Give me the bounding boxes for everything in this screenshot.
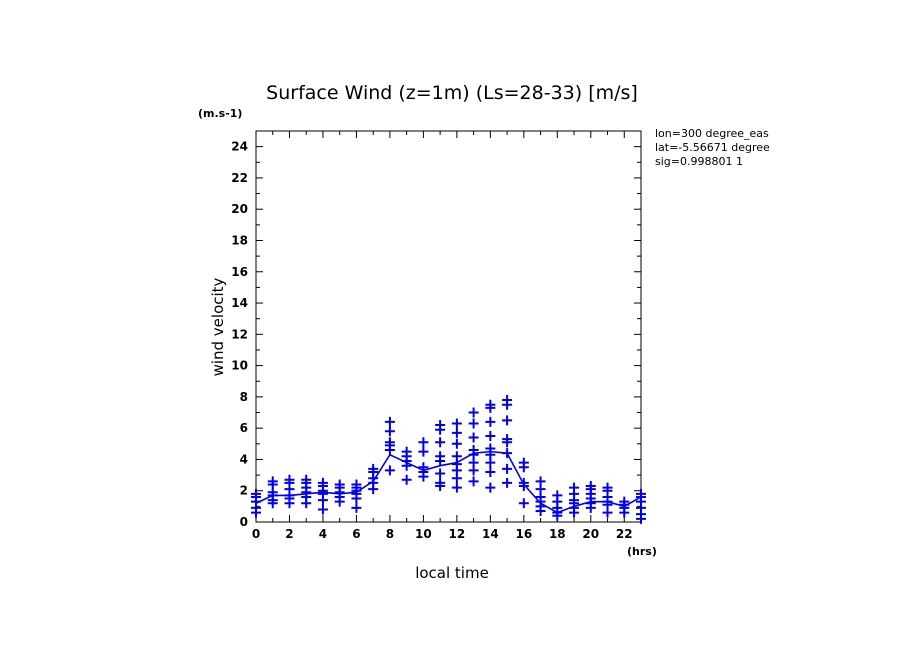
data-point	[401, 446, 412, 457]
data-point	[552, 490, 563, 501]
x-tick-label: 16	[515, 527, 532, 541]
data-point	[502, 477, 513, 488]
data-point	[384, 426, 395, 437]
data-point	[451, 451, 462, 462]
chart-title: Surface Wind (z=1m) (Ls=28-33) [m/s]	[266, 82, 638, 104]
data-point	[502, 395, 513, 406]
y-tick-label: 22	[231, 171, 248, 185]
y-tick-label: 10	[231, 359, 248, 373]
x-tick-label: 0	[252, 527, 260, 541]
data-point	[351, 479, 362, 490]
y-tick-label: 6	[240, 421, 248, 435]
data-point	[485, 482, 496, 493]
data-point	[502, 463, 513, 474]
data-point	[485, 466, 496, 477]
x-tick-label: 12	[449, 527, 466, 541]
x-unit-label: (hrs)	[627, 545, 657, 558]
data-point	[401, 474, 412, 485]
data-point	[451, 438, 462, 449]
y-tick-label: 14	[231, 296, 248, 310]
data-point	[451, 427, 462, 438]
data-point	[418, 446, 429, 457]
data-point	[435, 420, 446, 431]
y-tick-label: 0	[240, 515, 248, 529]
data-point	[518, 498, 529, 509]
data-point	[485, 399, 496, 410]
data-point	[435, 468, 446, 479]
data-point	[451, 418, 462, 429]
data-point	[435, 451, 446, 462]
data-point	[384, 465, 395, 476]
data-point	[284, 474, 295, 485]
data-point	[502, 415, 513, 426]
x-tick-label: 18	[549, 527, 566, 541]
data-point	[384, 437, 395, 448]
data-point	[585, 481, 596, 492]
info-lon: lon=300 degree_eas	[655, 127, 769, 140]
data-point	[619, 496, 630, 507]
y-tick-label: 18	[231, 233, 248, 247]
data-point	[317, 504, 328, 515]
x-tick-label: 8	[386, 527, 394, 541]
data-point	[602, 482, 613, 493]
info-lat: lat=-5.56671 degree	[655, 141, 770, 154]
series-line-mean	[255, 450, 642, 514]
x-tick-label: 6	[352, 527, 360, 541]
y-tick-label: 2	[240, 484, 248, 498]
x-tick-label: 22	[616, 527, 633, 541]
data-point	[569, 482, 580, 493]
x-tick-label: 20	[582, 527, 599, 541]
data-point	[334, 479, 345, 490]
data-point	[468, 418, 479, 429]
y-tick-label: 16	[231, 265, 248, 279]
x-tick-label: 4	[319, 527, 327, 541]
data-point	[451, 482, 462, 493]
data-point	[468, 407, 479, 418]
y-tick-label: 20	[231, 202, 248, 216]
data-point	[418, 437, 429, 448]
y-axis-label: wind velocity	[209, 277, 227, 376]
data-point	[301, 474, 312, 485]
data-point	[267, 476, 278, 487]
data-point	[535, 476, 546, 487]
data-point	[368, 463, 379, 474]
y-tick-label: 8	[240, 390, 248, 404]
data-point	[518, 457, 529, 468]
x-tick-label: 2	[285, 527, 293, 541]
data-point	[485, 430, 496, 441]
data-point	[317, 477, 328, 488]
plot-frame	[255, 130, 642, 523]
y-tick-label: 24	[231, 140, 248, 154]
data-point	[468, 476, 479, 487]
data-point	[485, 416, 496, 427]
x-tick-label: 10	[415, 527, 432, 541]
y-unit-label: (m.s-1)	[198, 107, 242, 120]
x-tick-label: 14	[482, 527, 499, 541]
data-point	[384, 416, 395, 427]
info-sig: sig=0.998801 1	[655, 155, 743, 168]
data-point	[351, 502, 362, 513]
x-axis-label: local time	[415, 564, 489, 582]
data-point	[251, 488, 261, 499]
data-point	[468, 432, 479, 443]
y-tick-label: 4	[240, 452, 248, 466]
y-tick-label: 12	[231, 327, 248, 341]
data-point	[435, 477, 446, 488]
data-point	[502, 434, 513, 445]
data-point	[435, 437, 446, 448]
